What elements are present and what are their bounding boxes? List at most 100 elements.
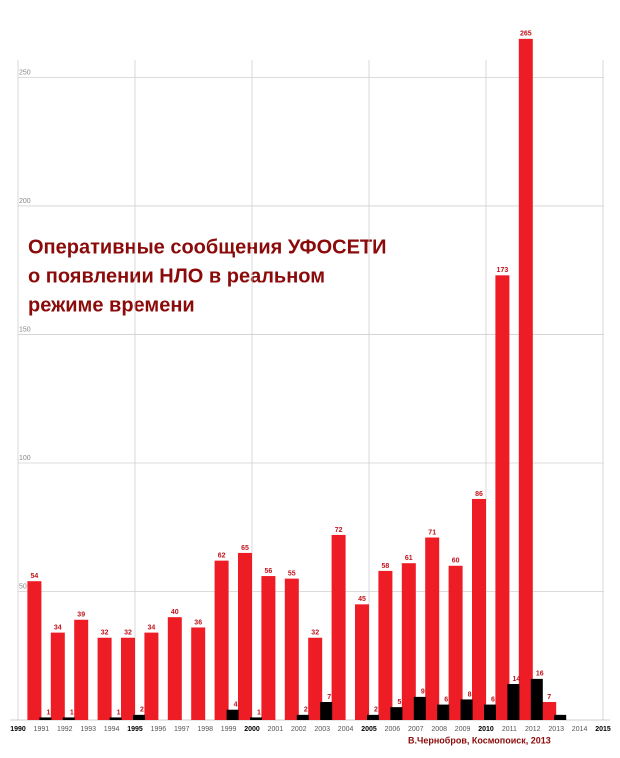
credit: В.Чернобров, Космопоиск, 2013 (408, 735, 551, 745)
bar (27, 581, 42, 720)
x-tick-label: 2015 (595, 726, 611, 733)
x-tick-label: 2001 (268, 726, 284, 733)
data-label: 40 (171, 609, 179, 616)
data-label: 7 (327, 694, 331, 701)
data-label: 34 (54, 624, 62, 631)
bar (320, 702, 333, 720)
x-tick-label: 2009 (455, 726, 471, 733)
bar (331, 534, 346, 720)
data-label: 54 (31, 573, 39, 580)
data-label: 16 (536, 671, 544, 678)
data-label: 14 (513, 676, 521, 683)
bar (121, 637, 135, 720)
data-label: 7 (547, 694, 551, 701)
bar (226, 709, 239, 720)
title-line: режиме времени (28, 294, 195, 316)
bar (74, 619, 89, 720)
y-tick-label: 150 (19, 326, 31, 333)
bar (507, 684, 520, 720)
title-line: о появлении НЛО в реальном (28, 265, 325, 287)
bar (238, 552, 252, 720)
x-tick-label: 1997 (174, 726, 190, 733)
title-line: Оперативные сообщения УФОСЕТИ (28, 236, 387, 258)
data-label: 8 (468, 691, 472, 698)
bar (401, 563, 416, 720)
bar (425, 537, 440, 720)
data-label: 2 (374, 707, 378, 714)
data-label: 6 (444, 696, 448, 703)
bar (109, 717, 122, 720)
bar (97, 637, 112, 720)
data-label: 1 (257, 709, 261, 716)
data-label: 4 (234, 702, 238, 709)
x-tick-label: 2013 (548, 726, 564, 733)
data-label: 1 (70, 709, 74, 716)
x-tick-label: 2006 (385, 726, 401, 733)
x-tick-label: 1991 (34, 726, 50, 733)
data-label: 5 (397, 699, 401, 706)
y-tick-label: 200 (19, 198, 31, 205)
data-label: 32 (311, 630, 319, 637)
x-tick-label: 2004 (338, 726, 354, 733)
data-label: 32 (124, 630, 132, 637)
x-tick-label: 1998 (197, 726, 213, 733)
bar (284, 578, 299, 720)
bar (530, 678, 543, 720)
bar (542, 702, 557, 720)
bar (167, 617, 182, 720)
data-label: 72 (335, 527, 343, 534)
bar (437, 704, 450, 720)
bar (518, 38, 533, 720)
data-label: 36 (194, 619, 202, 626)
bar (413, 696, 426, 720)
bar (448, 565, 463, 720)
data-label: 71 (428, 529, 436, 536)
y-tick-label: 250 (19, 69, 31, 76)
x-tick-label: 2007 (408, 726, 424, 733)
x-tick-label: 1995 (127, 726, 143, 733)
bar (378, 570, 393, 720)
x-tick-label: 2003 (314, 726, 330, 733)
data-label: 55 (288, 570, 296, 577)
bar (191, 627, 206, 720)
data-label: 1 (46, 709, 50, 716)
x-tick-label: 1996 (151, 726, 167, 733)
data-label: 1 (117, 709, 121, 716)
data-label: 45 (358, 596, 366, 603)
bar (144, 632, 159, 720)
bar (390, 707, 403, 720)
x-tick-label: 1994 (104, 726, 120, 733)
data-label: 2 (140, 707, 144, 714)
data-label: 56 (265, 568, 273, 575)
bar (484, 704, 496, 720)
data-label: 265 (520, 31, 532, 38)
data-label: 86 (475, 491, 483, 498)
data-label: 34 (148, 624, 156, 631)
bar (460, 699, 473, 720)
x-tick-label: 2014 (572, 726, 588, 733)
bar (39, 717, 52, 720)
bar (308, 637, 323, 720)
x-tick-label: 2010 (478, 726, 494, 733)
y-tick-label: 50 (19, 583, 27, 590)
x-tick-label: 2002 (291, 726, 307, 733)
bar (133, 714, 145, 720)
x-tick-label: 1990 (10, 726, 26, 733)
data-label: 32 (101, 630, 109, 637)
bar (250, 717, 262, 720)
bar (214, 560, 229, 720)
data-label: 39 (77, 612, 85, 619)
data-label: 62 (218, 552, 226, 559)
x-tick-label: 1992 (57, 726, 73, 733)
bar (367, 714, 379, 720)
bar (554, 714, 567, 720)
data-label: 9 (421, 689, 425, 696)
data-label: 6 (491, 696, 495, 703)
x-tick-label: 2012 (525, 726, 541, 733)
x-tick-label: 2000 (244, 726, 260, 733)
x-tick-label: 2008 (431, 726, 447, 733)
data-label: 173 (497, 267, 509, 274)
data-label: 61 (405, 555, 413, 562)
